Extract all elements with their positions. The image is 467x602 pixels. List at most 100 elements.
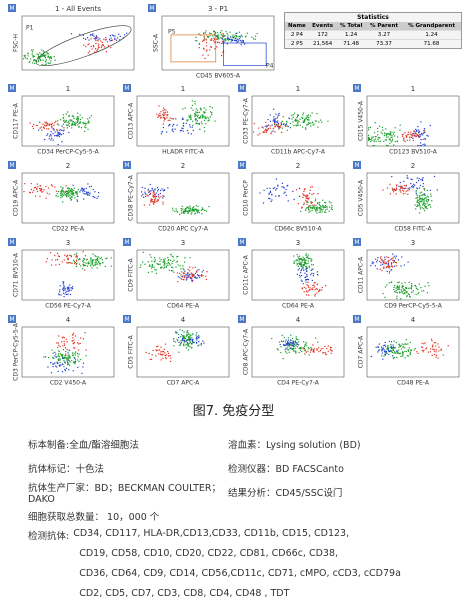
antibody-line: CD36, CD64, CD9, CD14, CD56,CD11c, CD71,… [79,568,401,579]
dot [191,212,193,214]
dot [153,196,155,198]
dot [399,190,401,192]
stats-cell: 1.24 [402,30,461,40]
dot [392,357,394,359]
dot [66,290,68,292]
dot [33,58,35,61]
dot [407,261,409,263]
dot [197,336,199,338]
dot [68,360,70,362]
dot [97,40,99,42]
dot [310,274,312,276]
dot [90,115,92,117]
dot [191,333,193,336]
x-label: CD20 APC Cy7-A [158,226,209,233]
dot [309,189,311,191]
badge-text: M [239,162,244,169]
dot [56,366,58,368]
dot [303,345,306,348]
dot [184,272,186,274]
dot [187,212,189,214]
dot [273,123,276,126]
dot [241,35,243,38]
dot [66,127,68,129]
dot [182,276,184,278]
dot [305,127,307,129]
dot [309,289,311,291]
dot [292,121,294,123]
dot [202,114,204,116]
dot [316,209,318,211]
dot [383,267,385,269]
dot [71,193,73,195]
dot [383,140,385,142]
dot [373,139,375,141]
dot [314,282,316,284]
dot [92,253,94,255]
dot [67,192,69,194]
dot [392,344,394,346]
dot [105,257,107,260]
dot [294,340,296,342]
dot [95,48,97,50]
dot [43,189,45,191]
y-label: CD10 PerCP [243,180,250,216]
dot [55,195,57,197]
dot [95,39,97,42]
dot [286,129,289,131]
dot [168,269,170,271]
dot [420,133,422,136]
dot [302,193,304,195]
dot [47,133,49,135]
dot [86,193,88,195]
dot [282,186,285,188]
dot [217,41,219,43]
dot [195,212,197,214]
dot [220,37,222,39]
dot [283,336,285,339]
plot-title: 3 - P1 [208,5,228,13]
dot [319,208,321,210]
dot [62,349,64,351]
dot [209,116,211,118]
dot [318,201,321,204]
badge-text: M [354,239,359,246]
dot [425,206,427,208]
dot [165,357,167,359]
dot [381,346,383,348]
dot [58,263,60,265]
dot [285,194,287,196]
dot [98,256,100,258]
dot [327,345,329,347]
dot [33,56,35,58]
dot [218,38,220,40]
dot [399,129,401,131]
badge [8,4,16,12]
dot [401,286,403,288]
dot [167,350,169,353]
dot [75,256,77,258]
dot [68,125,71,127]
dot [183,261,186,263]
dot [395,287,397,289]
dot [305,287,307,289]
dot [386,133,388,135]
dot [77,355,79,357]
dot [277,184,279,186]
dot [96,257,98,260]
stats-cell: 3.27 [365,30,403,40]
dot [391,131,393,133]
dot [73,259,75,261]
dot [425,206,427,208]
dot [68,262,70,264]
dot [329,348,332,351]
dot [180,274,182,276]
dot [31,62,34,64]
dot [182,122,185,124]
dot [62,345,64,347]
plot-frame [366,326,460,378]
dot [99,38,101,40]
dot [389,134,392,136]
dot [393,261,395,263]
badge [353,238,361,246]
